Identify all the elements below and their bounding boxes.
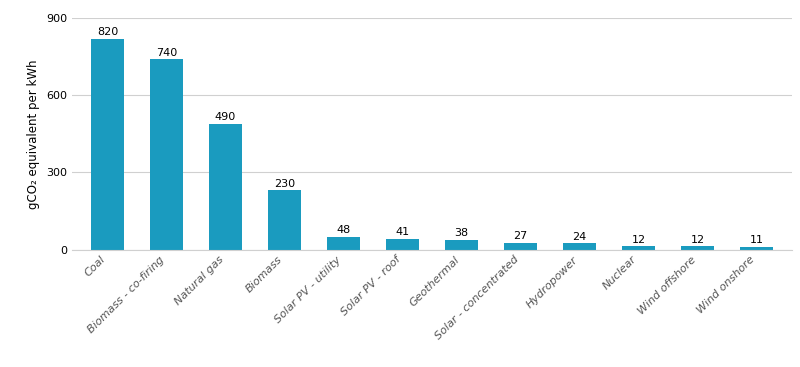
Bar: [91, 39, 124, 250]
Bar: [740, 247, 773, 250]
Bar: [327, 237, 360, 250]
Text: 740: 740: [156, 48, 177, 58]
Text: 38: 38: [454, 228, 469, 238]
Bar: [682, 247, 714, 250]
Bar: [504, 243, 537, 250]
Y-axis label: gCO₂ equivalent per kWh: gCO₂ equivalent per kWh: [27, 59, 41, 209]
Text: 11: 11: [750, 235, 763, 245]
Text: 12: 12: [631, 235, 646, 245]
Text: 230: 230: [274, 179, 295, 189]
Text: 24: 24: [573, 232, 586, 241]
Bar: [210, 124, 242, 250]
Bar: [268, 190, 301, 250]
Text: 48: 48: [336, 225, 350, 236]
Bar: [386, 239, 418, 250]
Bar: [563, 243, 596, 250]
Bar: [150, 59, 182, 250]
Text: 12: 12: [690, 235, 705, 245]
Text: 490: 490: [215, 112, 236, 122]
Bar: [446, 240, 478, 250]
Text: 27: 27: [514, 231, 528, 241]
Text: 41: 41: [395, 227, 410, 237]
Bar: [622, 247, 654, 250]
Text: 820: 820: [97, 27, 118, 37]
